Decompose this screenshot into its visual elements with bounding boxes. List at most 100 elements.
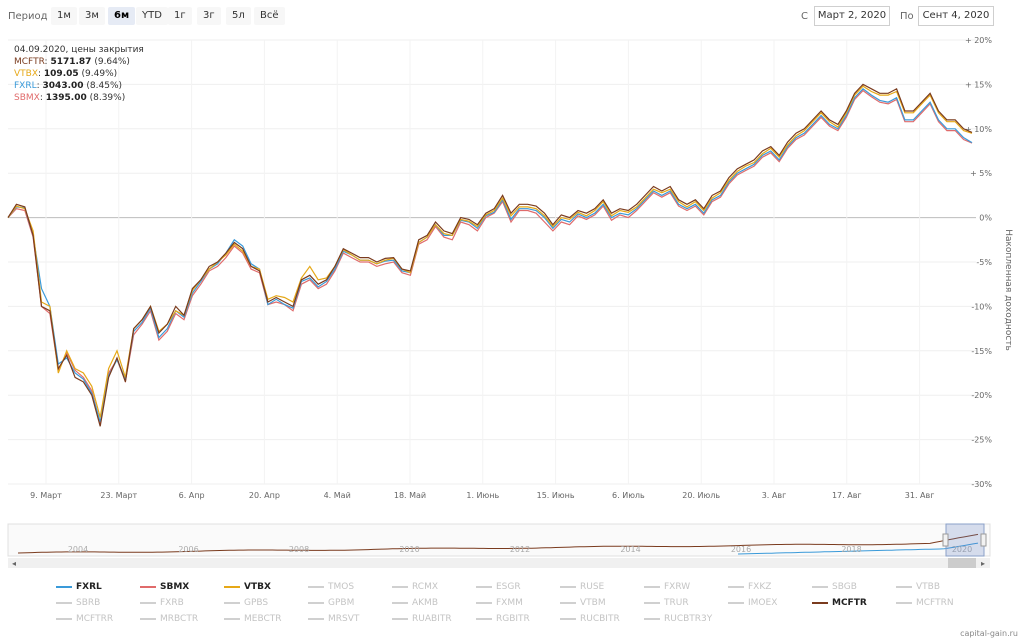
- tooltip-row-fxrl: FXRL: 3043.00 (8.45%): [14, 81, 123, 91]
- period-button-3y[interactable]: 3г: [197, 7, 221, 25]
- legend-item-vtbx[interactable]: VTBX: [224, 580, 271, 594]
- legend-swatch: [476, 617, 492, 620]
- to-label: По: [900, 11, 914, 22]
- legend-swatch: [644, 585, 660, 588]
- series-layer: [7, 83, 973, 427]
- scrollbar-thumb[interactable]: [948, 558, 976, 568]
- series-line-vtbx[interactable]: [7, 85, 973, 418]
- from-date-input[interactable]: Март 2, 2020: [814, 6, 890, 26]
- scroll-right-arrow-icon[interactable]: ▸: [981, 559, 985, 568]
- y-tick-label: -10%: [971, 302, 992, 311]
- legend-label: FXMM: [496, 598, 523, 608]
- legend: FXRL SBMX VTBX TMOS RCMX ESGR RUSE FXRW FXKZ SBGB…: [0, 578, 1024, 626]
- to-date-input[interactable]: Сент 4, 2020: [918, 6, 994, 26]
- legend-label: FXRL: [76, 582, 102, 592]
- legend-item-mebctr[interactable]: MEBCTR: [224, 612, 282, 626]
- legend-item-gpbs[interactable]: GPBS: [224, 596, 268, 610]
- navigator-right-handle[interactable]: [980, 533, 987, 547]
- tooltip-value: 109.05: [43, 69, 79, 79]
- legend-item-fxrl[interactable]: FXRL: [56, 580, 102, 594]
- series-line-sbmx[interactable]: [7, 89, 973, 424]
- legend-item-mcftr[interactable]: MCFTR: [812, 596, 867, 610]
- legend-item-gpbm[interactable]: GPBM: [308, 596, 354, 610]
- legend-item-fxrb[interactable]: FXRB: [140, 596, 184, 610]
- legend-item-mcftrr[interactable]: MCFTRR: [56, 612, 113, 626]
- main-chart[interactable]: 9. Март 23. Март 6. Апр 20. Апр 4. Май 18. Ма…: [0, 32, 1024, 522]
- legend-item-vtbm[interactable]: VTBM: [560, 596, 606, 610]
- legend-swatch: [728, 585, 744, 588]
- legend-item-akmb[interactable]: AKMB: [392, 596, 438, 610]
- legend-item-sbgb[interactable]: SBGB: [812, 580, 857, 594]
- scroll-left-arrow-icon[interactable]: ◂: [12, 559, 16, 568]
- legend-label: MRBCTR: [160, 614, 199, 624]
- y-tick-label: + 15%: [965, 80, 992, 89]
- tooltip-pct: (8.39%): [89, 93, 126, 103]
- x-axis: 9. Март 23. Март 6. Апр 20. Апр 4. Май 18. Ма…: [30, 491, 934, 500]
- legend-item-mrsvt[interactable]: MRSVT: [308, 612, 359, 626]
- legend-item-imoex[interactable]: IMOEX: [728, 596, 777, 610]
- legend-label: AKMB: [412, 598, 438, 608]
- legend-swatch: [140, 585, 156, 588]
- period-button-6m[interactable]: 6м: [108, 7, 136, 25]
- legend-swatch: [392, 617, 408, 620]
- legend-item-rcmx[interactable]: RCMX: [392, 580, 438, 594]
- legend-item-fxkz[interactable]: FXKZ: [728, 580, 771, 594]
- series-line-mcftr[interactable]: [7, 83, 973, 427]
- navigator-selection[interactable]: [945, 523, 985, 557]
- legend-item-ruse[interactable]: RUSE: [560, 580, 604, 594]
- toolbar: Период 1м 3м 6м YTD 1г 3г 5л Всё С Март …: [0, 0, 1024, 32]
- legend-label: SBGB: [832, 582, 857, 592]
- navigator-year-label: 2020: [952, 545, 972, 554]
- period-button-1y[interactable]: 1г: [168, 7, 192, 25]
- x-tick-label: 1. Июнь: [466, 491, 499, 500]
- period-button-ytd[interactable]: YTD: [136, 7, 168, 25]
- period-button-1m[interactable]: 1м: [51, 7, 77, 25]
- legend-item-rucbtr3y[interactable]: RUCBTR3Y: [644, 612, 712, 626]
- legend-item-rgbitr[interactable]: RGBITR: [476, 612, 530, 626]
- legend-item-sbmx[interactable]: SBMX: [140, 580, 189, 594]
- legend-swatch: [560, 617, 576, 620]
- y-axis: + 20% + 15% + 10% + 5% 0% -5% -10% -15% -20% -25%…: [965, 36, 992, 489]
- legend-item-mcftrn[interactable]: MCFTRN: [896, 596, 954, 610]
- legend-item-fxmm[interactable]: FXMM: [476, 596, 523, 610]
- navigator-left-handle[interactable]: [942, 533, 949, 547]
- y-axis-label: Накопленная доходность: [1003, 229, 1013, 351]
- legend-label: MEBCTR: [244, 614, 282, 624]
- legend-item-trur[interactable]: TRUR: [644, 596, 689, 610]
- tooltip-ticker: SBMX: [14, 93, 40, 103]
- legend-item-ruabitr[interactable]: RUABITR: [392, 612, 452, 626]
- legend-swatch: [476, 585, 492, 588]
- tooltip-value: 3043.00: [42, 81, 84, 91]
- period-button-3m[interactable]: 3м: [79, 7, 105, 25]
- legend-swatch: [812, 601, 828, 604]
- legend-label: VTBB: [916, 582, 941, 592]
- legend-item-vtbb[interactable]: VTBB: [896, 580, 940, 594]
- legend-item-esgr[interactable]: ESGR: [476, 580, 521, 594]
- legend-item-rucbitr[interactable]: RUCBITR: [560, 612, 620, 626]
- y-tick-label: + 20%: [965, 36, 992, 45]
- series-line-fxrl[interactable]: [7, 87, 973, 422]
- legend-label: FXRB: [160, 598, 184, 608]
- legend-label: FXRW: [664, 582, 691, 592]
- tooltip-value: 1395.00: [45, 93, 87, 103]
- tooltip-info: 04.09.2020, цены закрытия MCFTR: 5171.87…: [14, 44, 144, 104]
- y-tick-label: -20%: [971, 391, 992, 400]
- legend-swatch: [560, 585, 576, 588]
- legend-swatch: [308, 617, 324, 620]
- legend-item-fxrw[interactable]: FXRW: [644, 580, 690, 594]
- legend-swatch: [56, 585, 72, 588]
- legend-item-sbrb[interactable]: SBRB: [56, 596, 100, 610]
- period-button-all[interactable]: Всё: [254, 7, 285, 25]
- tooltip-value: 5171.87: [50, 57, 92, 67]
- x-tick-label: 18. Май: [394, 491, 426, 500]
- legend-item-tmos[interactable]: TMOS: [308, 580, 354, 594]
- scrollbar-track[interactable]: [8, 558, 990, 568]
- legend-swatch: [644, 601, 660, 604]
- legend-swatch: [896, 601, 912, 604]
- legend-swatch: [224, 601, 240, 604]
- legend-item-mrbctr[interactable]: MRBCTR: [140, 612, 198, 626]
- period-button-5y[interactable]: 5л: [226, 7, 251, 25]
- legend-swatch: [140, 617, 156, 620]
- navigator[interactable]: 2004 2006 2008 2010 2012 2014 2016 2018 2020 ◂ ▸: [0, 522, 1024, 572]
- navigator-line-secondary: [737, 542, 979, 555]
